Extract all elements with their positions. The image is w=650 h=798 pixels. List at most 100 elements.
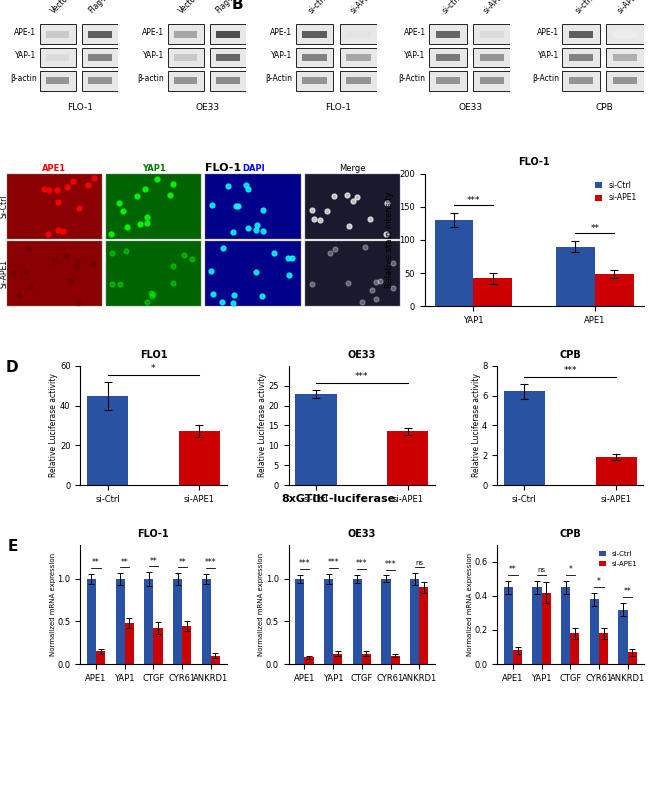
Bar <box>606 24 644 44</box>
Text: YAP-1: YAP-1 <box>15 51 36 60</box>
Bar <box>504 391 545 485</box>
Bar <box>153 628 162 664</box>
Bar <box>340 48 377 67</box>
Title: OE33: OE33 <box>348 350 376 360</box>
Bar <box>473 279 512 306</box>
Bar <box>590 599 599 664</box>
Bar <box>302 54 327 61</box>
Text: ns: ns <box>538 567 545 573</box>
Text: si-ctrl: si-ctrl <box>573 0 595 15</box>
Y-axis label: Relative Luciferase activity: Relative Luciferase activity <box>258 373 267 477</box>
Bar <box>125 623 134 664</box>
Text: **: ** <box>150 557 157 566</box>
Bar <box>296 71 333 91</box>
Y-axis label: Si-Ctrl: Si-Ctrl <box>0 195 8 218</box>
Bar <box>82 71 118 91</box>
Bar <box>595 275 634 306</box>
Bar <box>168 48 203 67</box>
Text: D: D <box>6 360 19 375</box>
Text: *: * <box>597 577 601 587</box>
Text: YAP-1: YAP-1 <box>404 51 426 60</box>
Bar <box>295 393 337 485</box>
Bar <box>40 71 76 91</box>
Title: CPB: CPB <box>560 350 581 360</box>
Y-axis label: Normalized mRNA expression: Normalized mRNA expression <box>259 553 265 656</box>
Bar <box>295 579 304 664</box>
Bar <box>353 579 362 664</box>
Text: 8xGTIIC-luciferase: 8xGTIIC-luciferase <box>281 494 395 504</box>
Text: β-Actin: β-Actin <box>265 74 292 84</box>
Bar <box>473 71 510 91</box>
Bar <box>88 77 112 85</box>
Text: OE33: OE33 <box>459 103 483 112</box>
Bar <box>569 30 593 38</box>
Text: *: * <box>151 364 156 373</box>
Text: ***: *** <box>205 559 216 567</box>
Bar <box>382 579 391 664</box>
Text: **: ** <box>590 224 599 233</box>
Bar <box>216 30 239 38</box>
Text: ns: ns <box>415 559 423 566</box>
Bar <box>96 651 105 664</box>
Text: si-APE1: si-APE1 <box>616 0 642 15</box>
Bar <box>211 655 220 664</box>
Bar <box>168 71 203 91</box>
Bar <box>435 220 473 306</box>
Bar <box>210 71 246 91</box>
Text: E: E <box>7 539 18 554</box>
Text: YAP-1: YAP-1 <box>538 51 559 60</box>
Text: OE33: OE33 <box>196 103 220 112</box>
Bar <box>599 634 608 664</box>
Bar <box>88 54 112 61</box>
Bar <box>569 54 593 61</box>
Text: YAP-1: YAP-1 <box>271 51 293 60</box>
Text: FLO-1: FLO-1 <box>324 103 350 112</box>
Title: FLO1: FLO1 <box>140 350 167 360</box>
Bar <box>333 654 343 664</box>
Bar <box>87 579 96 664</box>
Bar <box>144 579 153 664</box>
Bar <box>174 30 197 38</box>
Bar <box>46 54 70 61</box>
Title: CPB: CPB <box>560 528 581 539</box>
Bar <box>173 579 182 664</box>
Bar <box>296 24 333 44</box>
Bar <box>429 48 467 67</box>
Bar <box>613 54 637 61</box>
Text: APE-1: APE-1 <box>14 28 36 37</box>
Text: APE-1: APE-1 <box>537 28 559 37</box>
Bar <box>116 579 125 664</box>
Text: B: B <box>232 0 244 13</box>
Text: **: ** <box>121 558 129 567</box>
Bar <box>613 30 637 38</box>
Bar <box>362 654 371 664</box>
Text: ***: *** <box>385 560 396 569</box>
Text: *: * <box>568 565 572 575</box>
Bar <box>87 396 128 485</box>
Bar <box>82 48 118 67</box>
Text: **: ** <box>624 587 632 596</box>
Text: APE-1: APE-1 <box>142 28 164 37</box>
Title: FLO-1: FLO-1 <box>518 157 550 168</box>
Bar <box>168 24 203 44</box>
Y-axis label: Relative stain intensity: Relative stain intensity <box>385 192 394 288</box>
Y-axis label: Si-APE1: Si-APE1 <box>0 259 8 288</box>
Bar <box>562 48 600 67</box>
Bar <box>210 48 246 67</box>
Text: **: ** <box>509 565 517 575</box>
Text: FLO-1: FLO-1 <box>205 163 241 173</box>
Bar <box>174 77 197 85</box>
Bar <box>210 24 246 44</box>
Title: APE1: APE1 <box>42 164 66 173</box>
Bar <box>562 24 600 44</box>
Bar <box>473 48 510 67</box>
Bar <box>40 48 76 67</box>
Bar <box>569 77 593 85</box>
Bar <box>174 54 197 61</box>
Text: ***: *** <box>298 559 310 568</box>
Bar <box>429 71 467 91</box>
Bar <box>88 30 112 38</box>
Text: APE-1: APE-1 <box>270 28 292 37</box>
Bar <box>346 77 370 85</box>
Y-axis label: Normalized mRNA expression: Normalized mRNA expression <box>467 553 473 656</box>
